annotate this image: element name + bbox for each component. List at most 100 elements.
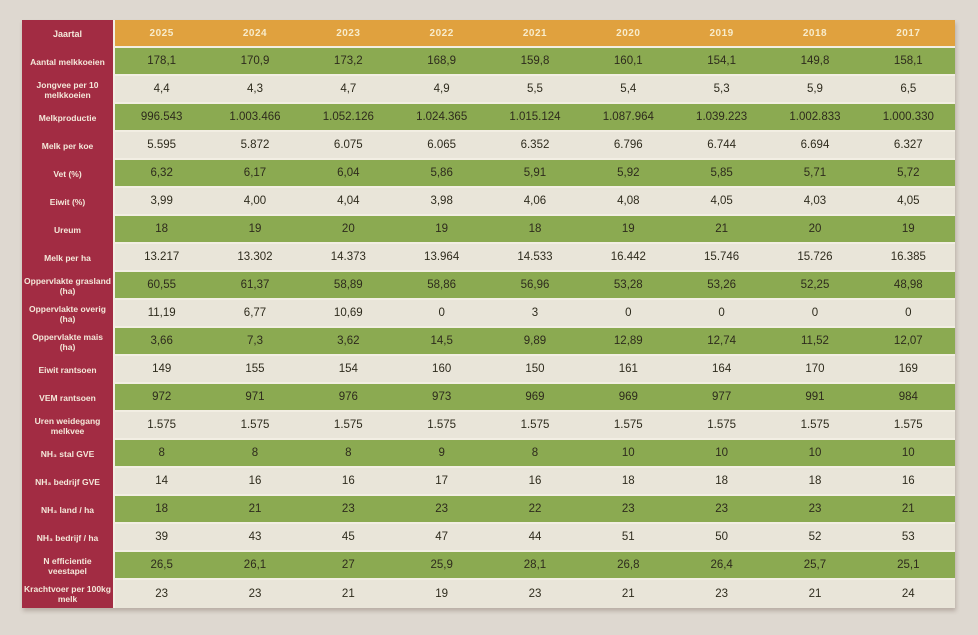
value-cell: 21 [861, 496, 955, 524]
row-label: Vet (%) [22, 160, 115, 188]
value-cell: 1.575 [301, 412, 395, 440]
table-row: Eiwit (%) 3,99 4,00 4,04 3,98 4,06 4,08 4,05 4,0… [22, 188, 955, 216]
value-cell: 159,8 [488, 48, 582, 76]
value-cell: 43 [208, 524, 302, 552]
corner-header-jaartal: Jaartal [22, 20, 115, 48]
value-cell: 12,89 [581, 328, 675, 356]
value-cell: 18 [581, 468, 675, 496]
value-cell: 14.373 [301, 244, 395, 272]
value-cell: 0 [768, 300, 862, 328]
table-row: Melk per ha 13.217 13.302 14.373 13.964 14.53… [22, 244, 955, 272]
value-cell: 5,86 [394, 160, 489, 188]
value-cell: 39 [115, 524, 209, 552]
year-header: 2019 [674, 20, 769, 48]
row-label: Uren weidegang melkvee [22, 412, 115, 440]
value-cell: 8 [208, 440, 302, 468]
table-row: Ureum 18 19 20 19 18 19 21 20 19 [22, 216, 955, 244]
value-cell: 6.065 [394, 132, 489, 160]
row-label: Oppervlakte mais (ha) [22, 328, 115, 356]
value-cell: 1.015.124 [488, 104, 582, 132]
value-cell: 26,4 [674, 552, 769, 580]
year-header: 2023 [301, 20, 395, 48]
row-label: NH₃ bedrijf / ha [22, 524, 115, 552]
value-cell: 6.075 [301, 132, 395, 160]
table-row: Oppervlakte overig (ha) 11,19 6,77 10,69 0 3 0… [22, 300, 955, 328]
value-cell: 7,3 [208, 328, 302, 356]
value-cell: 47 [394, 524, 489, 552]
value-cell: 160 [394, 356, 489, 384]
value-cell: 1.002.833 [768, 104, 862, 132]
value-cell: 5,91 [488, 160, 582, 188]
year-header: 2024 [208, 20, 302, 48]
value-cell: 0 [581, 300, 675, 328]
row-label: N efficientie veestapel [22, 552, 115, 580]
value-cell: 18 [115, 496, 209, 524]
value-cell: 20 [301, 216, 395, 244]
value-cell: 1.575 [115, 412, 209, 440]
value-cell: 5.595 [115, 132, 209, 160]
value-cell: 1.575 [674, 412, 769, 440]
value-cell: 6,04 [301, 160, 395, 188]
value-cell: 173,2 [301, 48, 395, 76]
table-row: Eiwit rantsoen 149 155 154 160 150 161 164 170 16… [22, 356, 955, 384]
value-cell: 4,03 [768, 188, 862, 216]
year-header: 2021 [488, 20, 582, 48]
value-cell: 1.052.126 [301, 104, 395, 132]
value-cell: 1.000.330 [861, 104, 955, 132]
year-header: 2020 [581, 20, 675, 48]
value-cell: 12,07 [861, 328, 955, 356]
value-cell: 10 [674, 440, 769, 468]
value-cell: 6,77 [208, 300, 302, 328]
value-cell: 9,89 [488, 328, 582, 356]
value-cell: 28,1 [488, 552, 582, 580]
value-cell: 6,5 [861, 76, 955, 104]
table-row: NH₃ bedrijf / ha 39 43 45 47 44 51 50 52 53 [22, 524, 955, 552]
dairy-kpi-table: Jaartal 2025 2024 2023 2022 2021 2020 2019 2018… [22, 20, 955, 608]
row-label: Aantal melkkoeien [22, 48, 115, 76]
value-cell: 170,9 [208, 48, 302, 76]
value-cell: 973 [394, 384, 489, 412]
value-cell: 4,00 [208, 188, 302, 216]
value-cell: 18 [674, 468, 769, 496]
row-label: Eiwit rantsoen [22, 356, 115, 384]
table-row: Melkproductie 996.543 1.003.466 1.052.126 1.… [22, 104, 955, 132]
value-cell: 53 [861, 524, 955, 552]
value-cell: 6.352 [488, 132, 582, 160]
value-cell: 23 [115, 580, 209, 608]
value-cell: 23 [674, 580, 769, 608]
value-cell: 149,8 [768, 48, 862, 76]
value-cell: 16 [488, 468, 582, 496]
value-cell: 48,98 [861, 272, 955, 300]
value-cell: 9 [394, 440, 489, 468]
value-cell: 4,05 [674, 188, 769, 216]
row-label: Melkproductie [22, 104, 115, 132]
value-cell: 5,5 [488, 76, 582, 104]
value-cell: 1.575 [768, 412, 862, 440]
value-cell: 6.796 [581, 132, 675, 160]
value-cell: 3,66 [115, 328, 209, 356]
value-cell: 58,86 [394, 272, 489, 300]
value-cell: 3,62 [301, 328, 395, 356]
value-cell: 4,06 [488, 188, 582, 216]
value-cell: 1.024.365 [394, 104, 489, 132]
value-cell: 17 [394, 468, 489, 496]
value-cell: 18 [768, 468, 862, 496]
value-cell: 4,7 [301, 76, 395, 104]
value-cell: 5,92 [581, 160, 675, 188]
value-cell: 4,9 [394, 76, 489, 104]
value-cell: 19 [394, 580, 489, 608]
data-table: Jaartal 2025 2024 2023 2022 2021 2020 2019 2018… [22, 20, 955, 608]
row-label: Melk per koe [22, 132, 115, 160]
value-cell: 3,99 [115, 188, 209, 216]
value-cell: 6.327 [861, 132, 955, 160]
value-cell: 61,37 [208, 272, 302, 300]
value-cell: 5,4 [581, 76, 675, 104]
value-cell: 50 [674, 524, 769, 552]
value-cell: 6,32 [115, 160, 209, 188]
row-label: Eiwit (%) [22, 188, 115, 216]
value-cell: 158,1 [861, 48, 955, 76]
value-cell: 10 [768, 440, 862, 468]
row-label: Krachtvoer per 100kg melk [22, 580, 115, 608]
value-cell: 984 [861, 384, 955, 412]
value-cell: 5,9 [768, 76, 862, 104]
